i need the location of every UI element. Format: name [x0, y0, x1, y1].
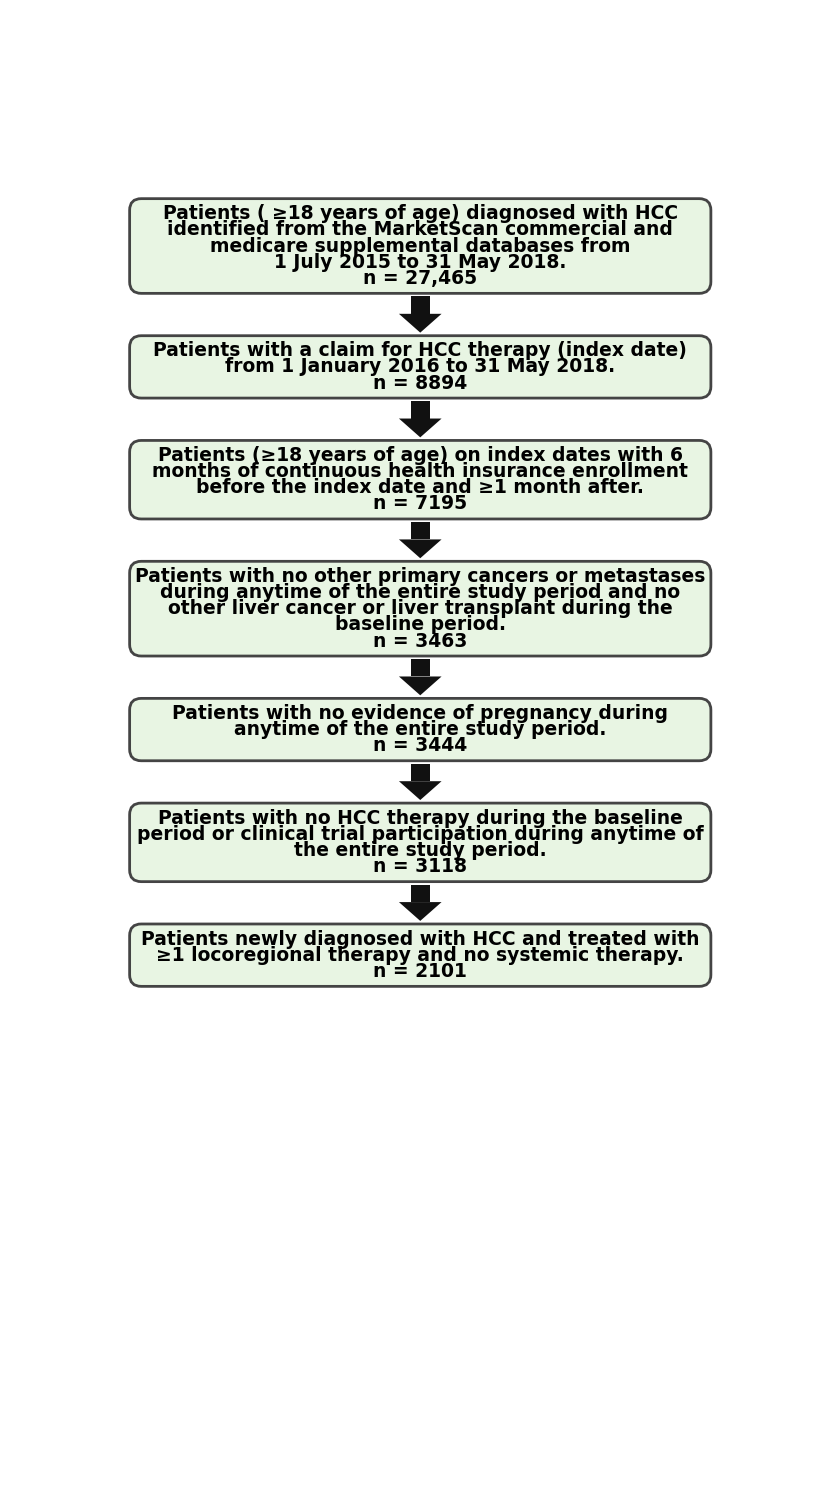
Polygon shape	[410, 401, 429, 419]
FancyBboxPatch shape	[129, 803, 710, 882]
Text: 1 July 2015 to 31 May 2018.: 1 July 2015 to 31 May 2018.	[274, 253, 566, 272]
Polygon shape	[410, 659, 429, 676]
Text: anytime of the entire study period.: anytime of the entire study period.	[233, 721, 606, 739]
Polygon shape	[410, 296, 429, 314]
Polygon shape	[399, 901, 441, 921]
Text: Patients ( ≥18 years of age) diagnosed with HCC: Patients ( ≥18 years of age) diagnosed w…	[162, 205, 677, 223]
Text: medicare supplemental databases from: medicare supplemental databases from	[210, 236, 630, 256]
Polygon shape	[410, 522, 429, 540]
Text: Patients (≥18 years of age) on index dates with 6: Patients (≥18 years of age) on index dat…	[157, 446, 682, 465]
Text: n = 3118: n = 3118	[373, 857, 467, 876]
FancyBboxPatch shape	[129, 924, 710, 987]
Polygon shape	[399, 419, 441, 438]
Text: n = 3444: n = 3444	[373, 736, 467, 755]
Polygon shape	[399, 782, 441, 800]
Text: other liver cancer or liver transplant during the: other liver cancer or liver transplant d…	[168, 599, 672, 617]
Text: Patients with no evidence of pregnancy during: Patients with no evidence of pregnancy d…	[172, 704, 667, 724]
FancyBboxPatch shape	[129, 561, 710, 656]
FancyBboxPatch shape	[129, 199, 710, 293]
Polygon shape	[410, 885, 429, 901]
Text: during anytime of the entire study period and no: during anytime of the entire study perio…	[160, 583, 680, 602]
Text: Patients newly diagnosed with HCC and treated with: Patients newly diagnosed with HCC and tr…	[141, 930, 699, 948]
FancyBboxPatch shape	[129, 698, 710, 761]
Text: Patients with no HCC therapy during the baseline: Patients with no HCC therapy during the …	[157, 809, 682, 828]
Text: from 1 January 2016 to 31 May 2018.: from 1 January 2016 to 31 May 2018.	[225, 357, 614, 377]
Polygon shape	[399, 540, 441, 558]
Text: identified from the MarketScan commercial and: identified from the MarketScan commercia…	[167, 220, 672, 239]
Text: n = 2101: n = 2101	[373, 961, 467, 981]
Polygon shape	[399, 314, 441, 332]
Text: Patients with a claim for HCC therapy (index date): Patients with a claim for HCC therapy (i…	[153, 341, 686, 360]
Text: baseline period.: baseline period.	[334, 616, 505, 634]
FancyBboxPatch shape	[129, 336, 710, 398]
Text: Patients with no other primary cancers or metastases: Patients with no other primary cancers o…	[135, 567, 704, 586]
Text: n = 8894: n = 8894	[373, 374, 467, 393]
Text: n = 3463: n = 3463	[373, 631, 467, 650]
Text: n = 27,465: n = 27,465	[363, 269, 477, 289]
Text: the entire study period.: the entire study period.	[293, 842, 546, 860]
Polygon shape	[410, 764, 429, 782]
Text: period or clinical trial participation during anytime of: period or clinical trial participation d…	[137, 825, 703, 843]
Text: months of continuous health insurance enrollment: months of continuous health insurance en…	[152, 462, 687, 481]
FancyBboxPatch shape	[129, 441, 710, 519]
Text: before the index date and ≥1 month after.: before the index date and ≥1 month after…	[196, 478, 644, 498]
Text: n = 7195: n = 7195	[373, 495, 467, 513]
Polygon shape	[399, 676, 441, 695]
Text: ≥1 locoregional therapy and no systemic therapy.: ≥1 locoregional therapy and no systemic …	[156, 946, 683, 964]
